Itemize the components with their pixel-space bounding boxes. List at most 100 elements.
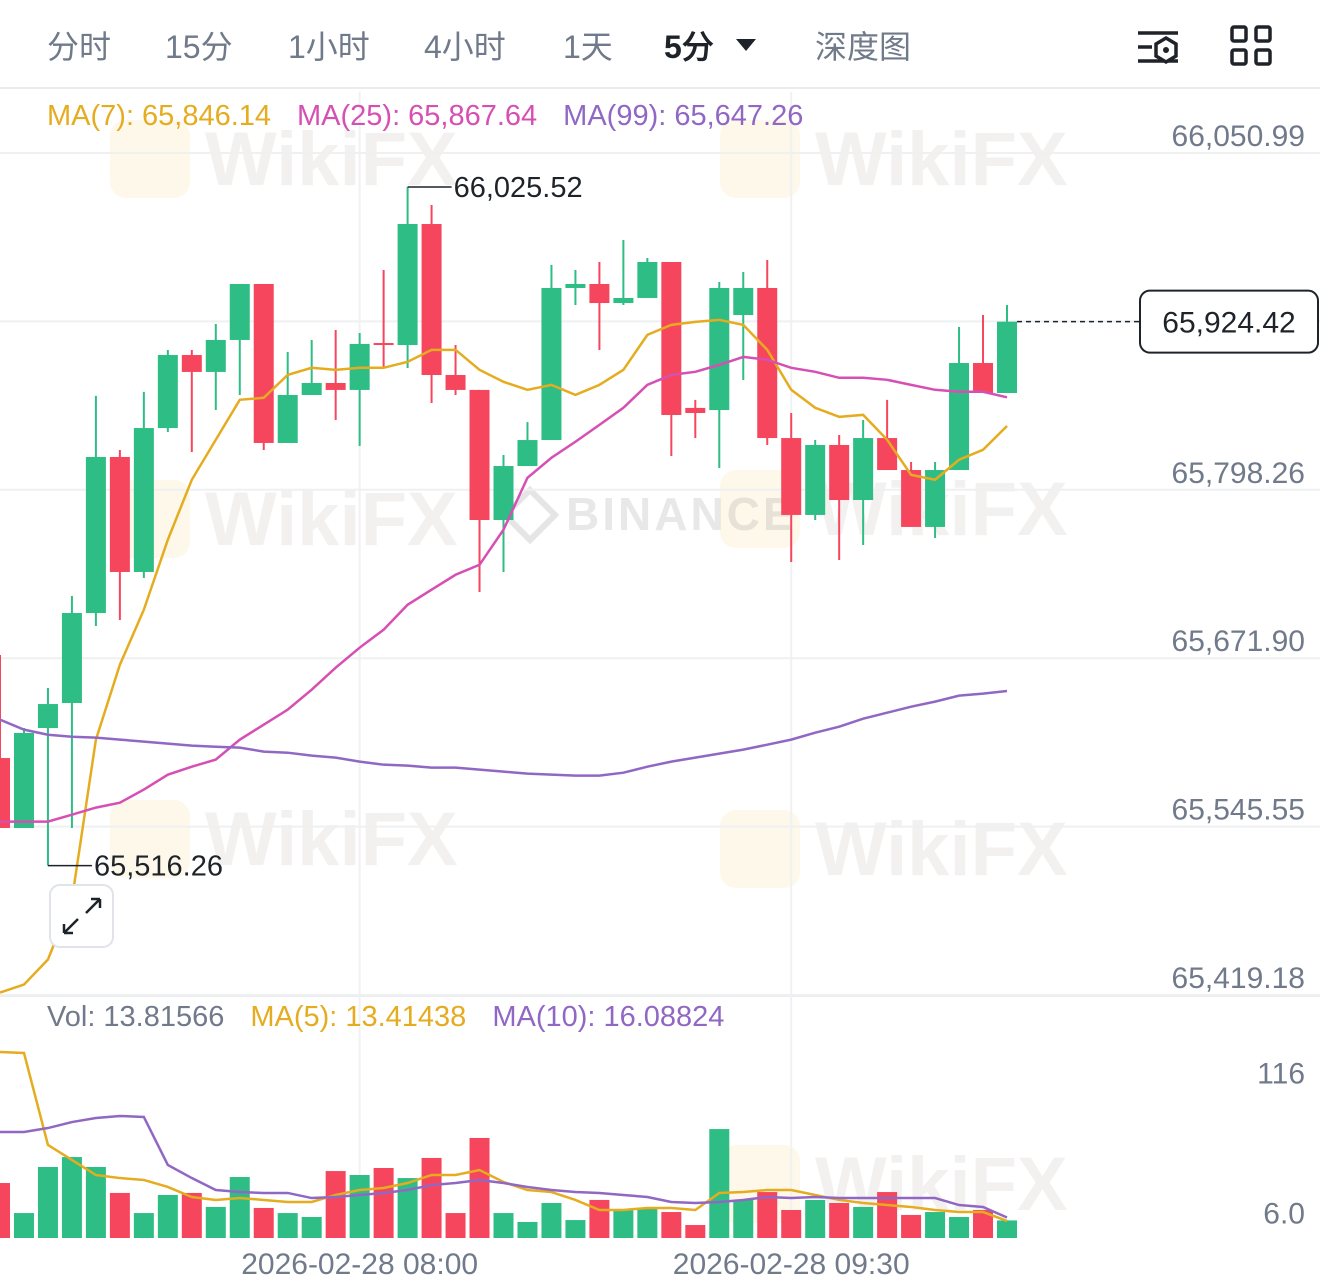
candle-body [493,466,514,521]
legend-item: MA(99): 65,647.26 [563,100,803,133]
tab[interactable]: 1小时 [288,29,370,65]
candle-body [589,283,610,304]
tab[interactable]: 1天 [563,29,613,65]
y-tick-label: 65,671.90 [1172,625,1305,658]
volume-bar [349,1175,370,1238]
volume-bar [301,1217,322,1238]
tab[interactable]: 分时 [47,29,112,65]
volume-bar [613,1210,634,1238]
legend-name: MA(25): [297,100,401,132]
watermark-text: WikiFX [205,117,458,202]
toolbar-icons [1138,25,1272,66]
volume-bar [13,1213,34,1238]
candle-body [709,287,730,411]
ma-line [0,318,1008,994]
watermarks: WikiFXWikiFXWikiFXWikiFXWikiFXWikiFXWiki… [110,117,1068,1227]
legend-name: MA(10): [492,1001,596,1033]
candle-body [37,704,58,729]
tab[interactable]: 4小时 [424,29,506,65]
legend-name: Vol: [47,1001,96,1033]
volume-bar [661,1212,682,1238]
volume-bar [157,1194,178,1238]
tab[interactable]: 5分 [664,29,714,65]
legend-value: 65,846.14 [142,100,272,132]
volume-bar [37,1166,58,1238]
candle-body [325,383,346,390]
candle-body [925,470,946,527]
candle-body [85,456,106,614]
legend-name: MA(99): [563,100,667,132]
legend-item: MA(25): 65,867.64 [297,100,537,133]
volume-bar [781,1210,802,1238]
candle-body [565,283,586,288]
candle-body [205,339,226,372]
candle-body [757,287,778,439]
legend-value: 65,647.26 [674,100,804,132]
candle-body [421,224,442,376]
candle-body [301,383,322,395]
volume-bar [589,1199,610,1238]
volume-bar [421,1157,442,1238]
settings-icon[interactable] [1138,31,1178,63]
ma-line [0,689,1008,777]
candle-body [109,456,130,572]
candle-body [0,758,10,828]
volume-bar [181,1192,202,1238]
candle-body [133,428,154,572]
brand-watermark: BINANCE [566,488,797,540]
watermark-logo [110,120,190,198]
watermark-text: WikiFX [815,117,1068,202]
volume-bar [517,1221,538,1238]
volume-bar [997,1220,1017,1238]
candle-body [613,297,634,304]
legend-value: 13.81566 [103,1001,225,1033]
legend-name: MA(7): [47,100,134,132]
candle-body [805,444,826,515]
expand-button[interactable] [49,884,114,948]
x-tick-label: 2026-02-28 09:30 [673,1248,910,1281]
volume-bar [61,1157,82,1238]
volume-bar [949,1217,970,1238]
expand-icon [62,897,102,935]
volume-bar [397,1178,418,1238]
volume-bar [733,1199,754,1238]
legend-item: Vol: 13.81566 [47,1001,224,1034]
candle-body [541,287,562,441]
legend-value: 16.08824 [603,1001,725,1033]
volume-bar [205,1206,226,1238]
candle-body [901,470,922,527]
candle-body [397,224,418,346]
annotation-label: 65,516.26 [94,851,223,883]
y-tick-label: 66,050.99 [1172,120,1305,153]
volume-bar [973,1210,994,1238]
legend-name: MA(5): [250,1001,338,1033]
tab[interactable]: 15分 [165,29,233,65]
grid-icon[interactable] [1230,25,1272,66]
volume-bar [0,1183,10,1238]
y-tick-label: 65,798.26 [1172,457,1305,490]
current-price-box [1139,289,1319,354]
y-tick-label: 65,545.55 [1172,794,1305,827]
current-price-label: 65,924.42 [1162,307,1295,340]
volume-bar [757,1192,778,1238]
tab[interactable]: 深度图 [815,29,912,65]
ma-line [0,1114,1008,1219]
volume-bar [901,1214,922,1238]
volume-bar [541,1203,562,1238]
candle-body [637,261,658,298]
volume-bar [445,1213,466,1238]
volume-bar [469,1137,490,1238]
volume-bar [925,1212,946,1238]
expand-box[interactable] [49,884,114,948]
watermark-logo [720,120,800,198]
candle-body [229,283,250,340]
volume-bar [709,1129,730,1238]
candle-body [853,438,874,501]
volume-bar [493,1213,514,1238]
volume-bar [685,1225,706,1238]
y-tick-label: 6.0 [1263,1197,1305,1230]
watermark-text: WikiFX [815,807,1068,892]
candle-body [157,355,178,429]
volume-bar [253,1207,274,1238]
